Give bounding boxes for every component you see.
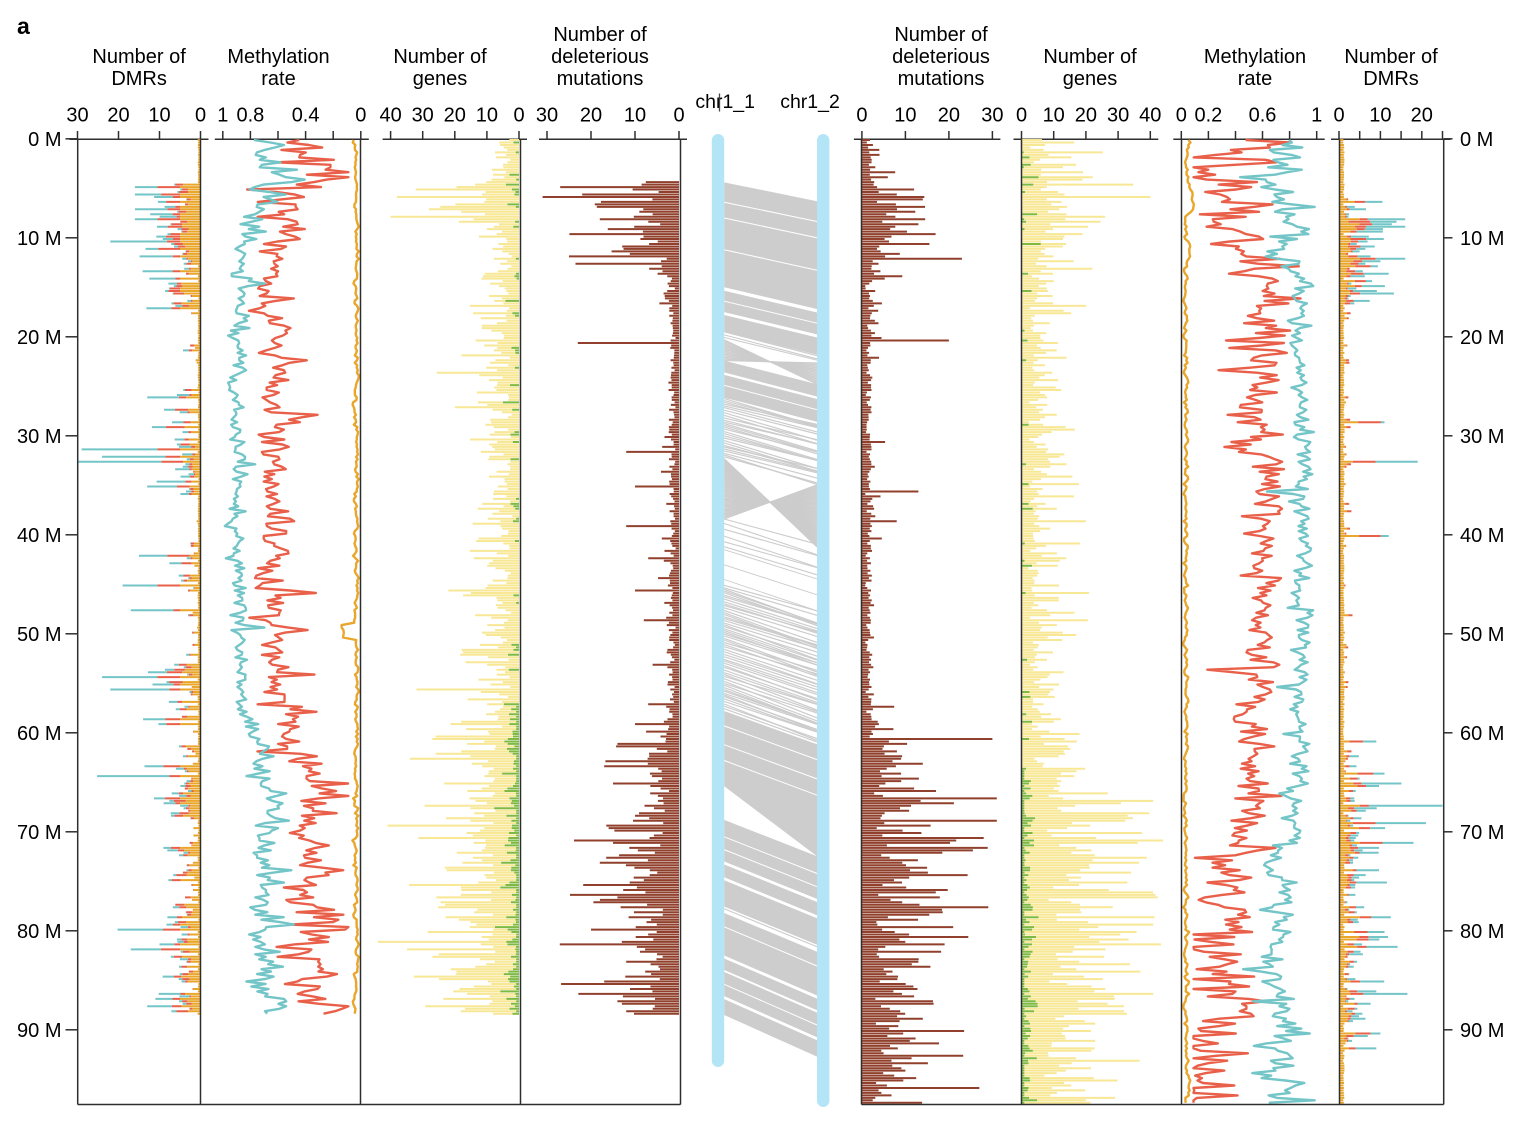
svg-text:0 M: 0 M [28,129,61,151]
svg-text:0: 0 [673,105,684,127]
svg-text:Number of: Number of [894,24,988,46]
svg-text:10: 10 [476,105,498,127]
svg-text:40: 40 [379,105,401,127]
svg-text:80 M: 80 M [1460,921,1504,943]
svg-text:0: 0 [195,105,206,127]
svg-text:0 M: 0 M [1460,129,1493,151]
svg-text:rate: rate [261,68,295,90]
svg-text:chr1_2: chr1_2 [780,91,840,113]
svg-text:chr1_1: chr1_1 [695,91,755,113]
svg-text:30 M: 30 M [1460,426,1504,448]
svg-text:1: 1 [1311,105,1322,127]
svg-text:50 M: 50 M [1460,624,1504,646]
svg-text:Number of: Number of [393,46,487,68]
svg-text:30: 30 [412,105,434,127]
svg-text:0: 0 [856,105,867,127]
svg-text:30: 30 [1107,105,1129,127]
svg-text:deleterious: deleterious [551,46,649,68]
svg-text:20 M: 20 M [17,327,61,349]
svg-text:mutations: mutations [557,68,644,90]
svg-text:20: 20 [107,105,129,127]
svg-text:10: 10 [148,105,170,127]
svg-text:Number of: Number of [1043,46,1137,68]
svg-text:90 M: 90 M [1460,1020,1504,1042]
svg-text:20: 20 [938,105,960,127]
svg-text:20: 20 [444,105,466,127]
svg-text:Number of: Number of [1344,46,1438,68]
svg-text:DMRs: DMRs [111,68,167,90]
svg-text:0: 0 [513,105,524,127]
svg-text:10: 10 [1369,105,1391,127]
svg-text:30: 30 [536,105,558,127]
svg-text:10 M: 10 M [17,228,61,250]
svg-text:10: 10 [624,105,646,127]
svg-text:20 M: 20 M [1460,327,1504,349]
svg-text:70 M: 70 M [1460,822,1504,844]
svg-text:30: 30 [66,105,88,127]
svg-text:Number of: Number of [92,46,186,68]
svg-text:Methylation: Methylation [1204,46,1306,68]
svg-text:mutations: mutations [898,68,985,90]
svg-text:genes: genes [1063,68,1118,90]
svg-text:0: 0 [1016,105,1027,127]
svg-text:0: 0 [1333,105,1344,127]
svg-text:DMRs: DMRs [1363,68,1419,90]
svg-text:rate: rate [1238,68,1272,90]
svg-text:30: 30 [981,105,1003,127]
svg-text:Methylation: Methylation [227,46,329,68]
svg-text:20: 20 [1411,105,1433,127]
svg-text:0.4: 0.4 [292,105,320,127]
svg-text:1: 1 [217,105,228,127]
svg-text:40: 40 [1139,105,1161,127]
svg-text:0.6: 0.6 [1249,105,1277,127]
svg-text:90 M: 90 M [17,1020,61,1042]
svg-text:0.8: 0.8 [236,105,264,127]
svg-text:40 M: 40 M [1460,525,1504,547]
svg-text:40 M: 40 M [17,525,61,547]
svg-text:a: a [17,13,30,39]
svg-text:60 M: 60 M [1460,723,1504,745]
svg-text:0: 0 [355,105,366,127]
svg-text:0: 0 [1176,105,1187,127]
svg-text:deleterious: deleterious [892,46,990,68]
svg-text:20: 20 [1075,105,1097,127]
svg-text:70 M: 70 M [17,822,61,844]
svg-text:30 M: 30 M [17,426,61,448]
svg-text:20: 20 [580,105,602,127]
svg-text:50 M: 50 M [17,624,61,646]
svg-text:80 M: 80 M [17,921,61,943]
svg-text:10: 10 [894,105,916,127]
svg-text:60 M: 60 M [17,723,61,745]
svg-text:genes: genes [413,68,468,90]
svg-text:10 M: 10 M [1460,228,1504,250]
svg-text:0.2: 0.2 [1194,105,1222,127]
svg-text:Number of: Number of [553,24,647,46]
svg-text:10: 10 [1043,105,1065,127]
